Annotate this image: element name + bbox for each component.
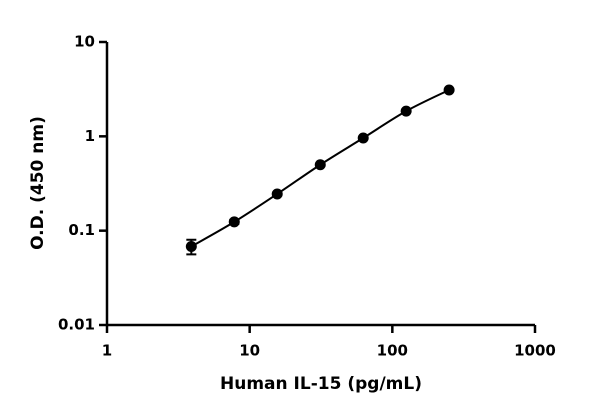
x-tick-label: 100 [377,342,408,360]
data-point [271,188,283,200]
data-point [228,216,240,228]
y-tick-label: 0.1 [68,221,95,239]
x-axis-title: Human IL-15 (pg/mL) [220,374,422,394]
data-point [443,84,455,96]
y-axis-title: O.D. (450 nm) [28,116,48,250]
data-point [400,105,412,117]
x-tick-label: 1000 [514,342,556,360]
data-point [314,159,326,171]
x-tick-label: 10 [239,342,260,360]
data-point [185,240,197,252]
y-tick-label: 10 [74,33,95,51]
y-tick-label: 1 [85,127,95,145]
y-tick-label: 0.01 [58,316,95,334]
data-point [357,132,369,144]
x-tick-label: 1 [102,342,112,360]
